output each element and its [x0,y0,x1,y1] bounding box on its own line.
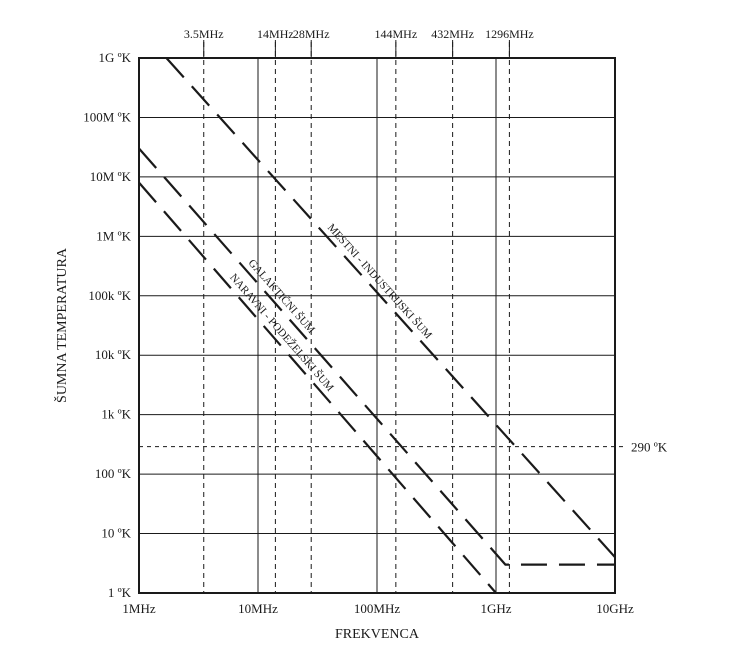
band-marker-label: 3.5MHz [184,27,224,41]
series-label: MESTNI - INDUSTRIJSKI ŠUM [325,222,434,342]
band-marker-label: 432MHz [431,27,474,41]
reference-line-label: 290 ºK [631,440,668,455]
y-tick-label: 10M ºK [90,169,132,184]
y-axis-label: ŠUMNA TEMPERATURA [53,247,70,403]
x-tick-label: 100MHz [354,601,400,616]
y-tick-label: 1G ºK [98,50,131,65]
x-axis-label: FREKVENCA [335,627,420,642]
series-line [138,147,615,566]
band-marker-label: 144MHz [375,27,418,41]
x-tick-label: 10MHz [238,601,278,616]
x-tick-label: 1MHz [122,601,155,616]
band-marker-label: 28MHz [293,27,330,41]
series-line [165,57,616,558]
x-tick-label: 10GHz [596,601,634,616]
band-marker-label: 14MHz [257,27,294,41]
series-line [138,181,497,594]
y-tick-label: 1M ºK [96,228,131,243]
y-tick-label: 1 ºK [108,585,132,600]
reference-line-group: 290 ºK [139,440,668,455]
band-marker-label: 1296MHz [485,27,534,41]
y-tick-labels: 1 ºK 10 ºK 100 ºK 1k ºK 10k ºK 100k ºK 1M ºK 10… [83,50,131,600]
y-tick-label: 100M ºK [83,109,131,124]
y-tick-label: 100 ºK [95,466,132,481]
y-tick-label: 100k ºK [88,288,131,303]
x-tick-label: 1GHz [480,601,511,616]
y-tick-label: 10k ºK [95,347,132,362]
band-markers: 3.5MHz 14MHz 28MHz 144MHz 432MHz 1296MHz [184,27,534,593]
grid [138,57,616,594]
plot-frame [138,57,616,594]
y-tick-label: 1k ºK [101,407,131,422]
y-tick-label: 10 ºK [101,526,131,541]
x-tick-labels: 1MHz 10MHz 100MHz 1GHz 10GHz [122,601,634,616]
